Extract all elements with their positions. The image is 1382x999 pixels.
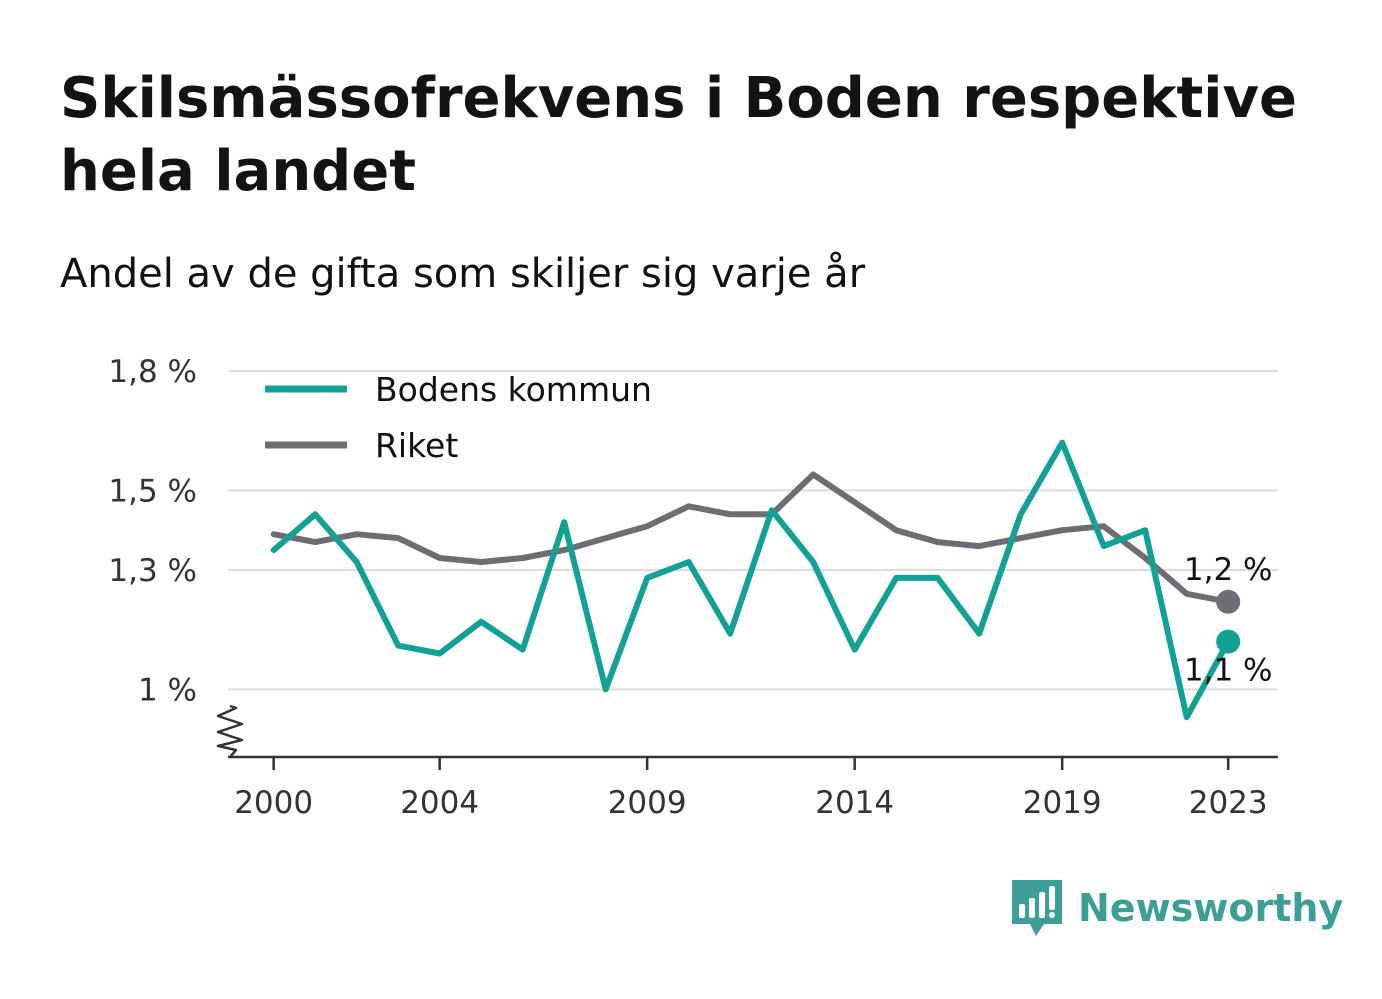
end-point-bodens-kommun bbox=[1216, 629, 1241, 654]
x-tick-label: 2014 bbox=[815, 785, 894, 821]
axis-break-mark bbox=[216, 704, 244, 758]
brand-logo: Newsworthy bbox=[1010, 878, 1343, 938]
legend: Bodens kommun Riket bbox=[265, 370, 652, 465]
end-points: 1,1 % 1,2 % bbox=[1184, 552, 1273, 689]
series-lines bbox=[270, 439, 1232, 721]
grid-lines bbox=[228, 370, 1278, 691]
y-tick-label: 1 % bbox=[138, 672, 197, 708]
end-point-riket bbox=[1216, 589, 1241, 614]
x-axis-ticks: 2000 2004 2009 2014 2019 2023 bbox=[234, 757, 1268, 821]
chart-title: Skilsmässofrekvens i Boden respektive he… bbox=[60, 66, 1297, 204]
y-tick-label: 1,8 % bbox=[108, 354, 197, 390]
series-line-bodens-kommun bbox=[270, 439, 1232, 721]
series-line-riket bbox=[270, 471, 1232, 605]
chart-subtitle: Andel av de gifta som skiljer sig varje … bbox=[60, 251, 866, 297]
y-tick-label: 1,5 % bbox=[108, 473, 197, 509]
end-label-riket: 1,2 % bbox=[1184, 552, 1273, 588]
x-tick-label: 2023 bbox=[1189, 785, 1268, 821]
x-tick-label: 2004 bbox=[400, 785, 479, 821]
legend-label: Bodens kommun bbox=[375, 370, 652, 409]
x-axis bbox=[216, 704, 1278, 759]
legend-label: Riket bbox=[375, 426, 458, 465]
y-axis-ticks: 1,8 % 1,5 % 1,3 % 1 % bbox=[108, 354, 197, 708]
brand-name: Newsworthy bbox=[1078, 886, 1344, 930]
x-tick-label: 2019 bbox=[1023, 785, 1102, 821]
y-tick-label: 1,3 % bbox=[108, 553, 197, 589]
end-label-bodens-kommun: 1,1 % bbox=[1184, 653, 1273, 689]
bar-chart-speech-bubble-icon bbox=[1012, 880, 1062, 936]
x-tick-label: 2000 bbox=[234, 785, 313, 821]
x-tick-label: 2009 bbox=[608, 785, 687, 821]
